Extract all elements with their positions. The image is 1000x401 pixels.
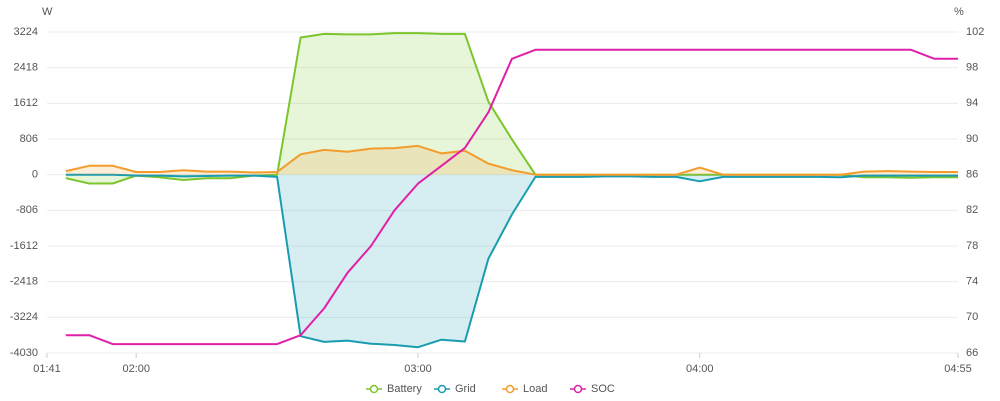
y-tick-label: -806	[16, 204, 38, 216]
y-tick-label: -3224	[10, 311, 38, 323]
y2-tick-label: 90	[966, 133, 978, 145]
y-tick-label: -4030	[10, 347, 38, 359]
y-tick-label: 2418	[14, 62, 38, 74]
y-tick-label: 806	[20, 133, 38, 145]
y-tick-label: 3224	[14, 26, 38, 38]
y2-tick-label: 102	[966, 26, 984, 38]
legend-marker	[369, 384, 379, 394]
series-line	[65, 48, 958, 346]
series-line	[65, 173, 958, 349]
x-tick-label: 02:00	[122, 363, 150, 375]
legend-label: Load	[523, 383, 547, 395]
y2-axis-unit: %	[954, 6, 964, 18]
y2-tick-label: 70	[966, 311, 978, 323]
y2-tick-label: 74	[966, 276, 978, 288]
series-area	[65, 33, 959, 184]
legend-label: SOC	[591, 383, 615, 395]
y-tick-label: 0	[32, 169, 38, 181]
legend-marker	[437, 384, 447, 394]
legend-marker	[573, 384, 583, 394]
y-tick-label: 1612	[14, 97, 38, 109]
y2-tick-label: 86	[966, 169, 978, 181]
legend-marker	[505, 384, 515, 394]
y2-tick-label: 98	[966, 62, 978, 74]
legend-label: Battery	[387, 383, 422, 395]
x-tick-label: 03:00	[404, 363, 432, 375]
y2-tick-label: 78	[966, 240, 978, 252]
y2-tick-label: 66	[966, 347, 978, 359]
y2-tick-label: 94	[966, 97, 978, 109]
y-axis-unit: W	[42, 6, 53, 18]
y-tick-label: -2418	[10, 276, 38, 288]
legend-label: Grid	[455, 383, 476, 395]
x-tick-label: 04:00	[686, 363, 714, 375]
y-tick-label: -1612	[10, 240, 38, 252]
series-line	[65, 144, 958, 176]
x-tick-label: 01:41	[33, 363, 61, 375]
x-tick-label: 04:55	[944, 363, 972, 375]
series-area	[65, 174, 959, 348]
series-area	[65, 145, 959, 175]
y2-tick-label: 82	[966, 204, 978, 216]
